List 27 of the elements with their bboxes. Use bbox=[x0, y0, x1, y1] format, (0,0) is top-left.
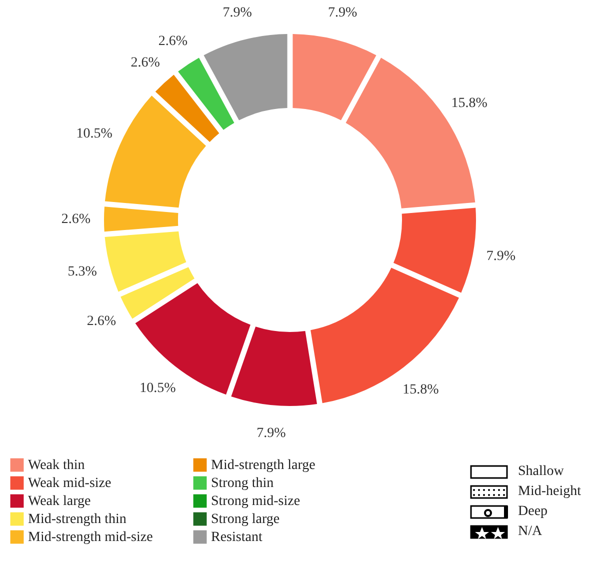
data-label: 10.5% bbox=[140, 381, 176, 396]
data-label: 15.8% bbox=[451, 96, 488, 112]
data-label: 7.9% bbox=[256, 426, 286, 442]
data-label: 2.6% bbox=[130, 55, 160, 70]
legend-label: Weak mid-size bbox=[28, 476, 112, 491]
legend-label: Mid-strength mid-size bbox=[28, 530, 153, 545]
legend-label: Weak large bbox=[28, 494, 91, 509]
legend-label: Strong large bbox=[211, 512, 280, 527]
legend-label: Resistant bbox=[211, 530, 262, 545]
data-label: 2.6% bbox=[61, 212, 91, 227]
legend-label: Strong thin bbox=[211, 476, 274, 491]
legend-label: Mid-strength thin bbox=[28, 512, 126, 527]
data-label: 7.9% bbox=[328, 6, 358, 21]
data-label: 2.6% bbox=[86, 314, 116, 330]
legend-label: Strong mid-size bbox=[211, 494, 300, 509]
data-label: 15.8% bbox=[402, 382, 440, 398]
data-label: 7.9% bbox=[486, 248, 516, 264]
data-label: 2.6% bbox=[158, 34, 188, 49]
text: Deep bbox=[518, 504, 548, 520]
text: Mid-height bbox=[518, 484, 581, 500]
legend-label: Weak thin bbox=[28, 458, 85, 473]
text: Shallow bbox=[518, 464, 564, 480]
data-label: 10.5% bbox=[76, 126, 113, 142]
legend-label: Mid-strength large bbox=[211, 458, 316, 473]
data-label: 7.9% bbox=[222, 6, 252, 21]
text: N/A bbox=[518, 524, 542, 540]
data-label: 5.3% bbox=[68, 264, 98, 280]
